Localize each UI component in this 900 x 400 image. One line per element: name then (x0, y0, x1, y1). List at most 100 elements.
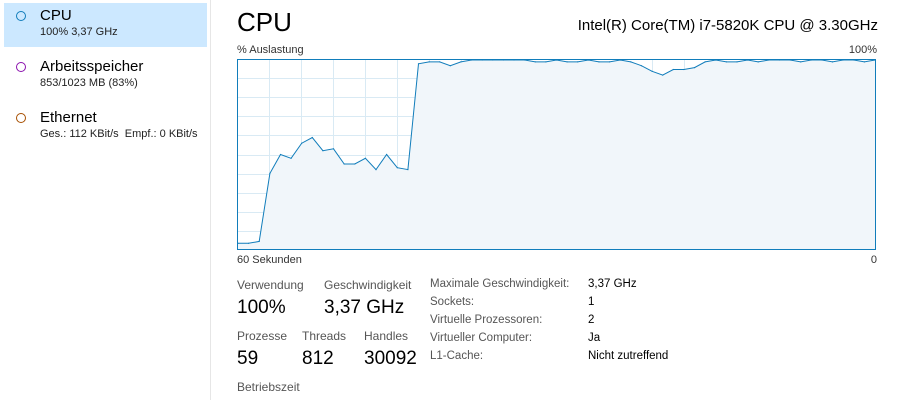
data-point (587, 59, 589, 61)
usage-points (237, 59, 876, 244)
page-title: CPU (237, 7, 292, 37)
data-point (439, 61, 441, 63)
handles-label: Handles (364, 329, 409, 343)
info-label: Virtuelle Prozessoren: (430, 314, 543, 326)
threads-label: Threads (302, 329, 347, 343)
data-point (725, 61, 727, 63)
data-point (555, 59, 558, 61)
data-point (237, 242, 239, 244)
handles-value: 30092 (364, 348, 417, 369)
data-point (768, 59, 770, 61)
data-point (364, 157, 366, 159)
data-point (332, 148, 335, 150)
cpu-model: Intel(R) Core(TM) i7-5820K CPU @ 3.30GHz (577, 17, 878, 34)
data-point (715, 59, 717, 61)
data-point (704, 61, 706, 63)
data-point (513, 59, 515, 61)
sidebar-item-label: Arbeitsspeicher (40, 58, 144, 75)
sidebar-item-ethernet[interactable]: Ethernet Ges.: 112 KBit/s Empf.: 0 KBit/… (4, 105, 207, 149)
data-point (853, 59, 855, 61)
uptime-label: Betriebszeit (237, 380, 300, 394)
data-point (831, 61, 834, 63)
data-point (821, 59, 823, 61)
data-point (417, 63, 420, 65)
info-value: 3,37 GHz (588, 278, 637, 290)
data-point (577, 61, 579, 63)
send-value: 112 KBit/s (69, 128, 119, 140)
data-point (322, 150, 324, 152)
info-label: Maximale Geschwindigkeit: (430, 278, 570, 290)
data-point (693, 67, 696, 69)
data-point (279, 153, 282, 156)
data-point (598, 61, 600, 63)
speed-value: 3,37 GHz (324, 297, 405, 318)
info-value: Nicht zutreffend (588, 350, 669, 362)
data-point (290, 157, 292, 159)
info-value: 2 (588, 314, 595, 326)
data-point (566, 61, 568, 63)
data-point (428, 61, 430, 63)
data-point (407, 169, 409, 171)
data-point (651, 70, 653, 72)
data-point (757, 61, 759, 63)
usage-label: Verwendung (237, 278, 304, 292)
data-point (248, 242, 250, 244)
data-point (375, 169, 377, 171)
y-axis-max: 100% (848, 44, 877, 56)
info-label: L1-Cache: (430, 350, 484, 362)
info-label: Sockets: (430, 296, 475, 308)
receive-label: Empf.: (118, 128, 160, 140)
data-point (842, 59, 844, 61)
data-point (301, 142, 303, 144)
circle-icon (16, 62, 26, 72)
data-point (460, 61, 462, 63)
y-axis-label: % Auslastung (237, 44, 304, 56)
sidebar-item-memory[interactable]: Arbeitsspeicher 853/1023 MB (83%) (4, 54, 207, 98)
data-point (545, 61, 547, 63)
processes-label: Prozesse (237, 329, 288, 343)
data-point (810, 59, 812, 61)
sidebar-item-label: Ethernet (40, 109, 97, 126)
data-point (269, 172, 271, 174)
data-point (396, 167, 398, 169)
data-point (640, 65, 642, 67)
info-label: Virtueller Computer: (430, 332, 533, 344)
data-point (258, 240, 260, 242)
sidebar-item-cpu[interactable]: CPU 100% 3,37 GHz (4, 3, 207, 47)
circle-icon (16, 11, 26, 21)
info-value: Ja (588, 332, 601, 344)
x-axis-label: 60 Sekunden (237, 254, 302, 266)
circle-icon (16, 113, 26, 123)
data-point (747, 59, 749, 61)
send-label: Ges.: (40, 128, 70, 140)
cpu-usage-graph (237, 59, 876, 250)
x-axis-end: 0 (870, 254, 877, 266)
sidebar-item-sub: 853/1023 MB (83%) (40, 77, 138, 89)
receive-value: 0 KBit/s (159, 128, 198, 140)
data-point (471, 59, 473, 61)
data-point (311, 136, 313, 139)
data-point (630, 61, 632, 63)
data-point (354, 163, 356, 165)
info-value: 1 (588, 296, 595, 308)
speed-label: Geschwindigkeit (324, 278, 412, 292)
sidebar-item-sub: 100% 3,37 GHz (40, 26, 118, 38)
data-point (800, 61, 802, 63)
data-point (619, 59, 621, 61)
sidebar-item-label: CPU (40, 7, 72, 24)
data-point (874, 59, 876, 61)
data-point (736, 61, 738, 63)
usage-area (238, 60, 875, 249)
data-point (789, 59, 791, 61)
data-point (343, 163, 345, 165)
data-point (449, 65, 451, 67)
data-point (492, 59, 494, 61)
processes-value: 59 (237, 348, 259, 369)
performance-panel: CPU Intel(R) Core(TM) i7-5820K CPU @ 3.3… (211, 0, 900, 400)
data-point (524, 59, 526, 61)
sidebar: CPU 100% 3,37 GHz Arbeitsspeicher 853/10… (0, 0, 211, 400)
usage-value: 100% (237, 297, 286, 318)
data-point (502, 59, 504, 61)
threads-value: 812 (302, 348, 334, 369)
data-point (609, 61, 611, 63)
